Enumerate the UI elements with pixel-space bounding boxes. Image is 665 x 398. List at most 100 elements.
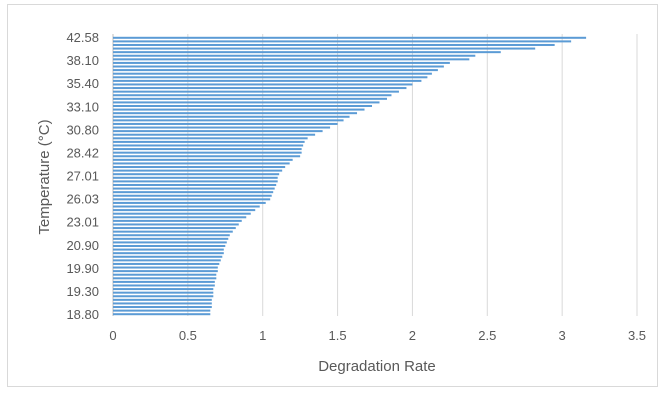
x-tick-label: 2.5 bbox=[478, 328, 496, 343]
x-tick-label: 3.5 bbox=[628, 328, 646, 343]
bar-47 bbox=[113, 205, 260, 208]
bar-9 bbox=[113, 69, 438, 72]
y-tick-label: 23.01 bbox=[66, 215, 99, 230]
bar-69 bbox=[113, 284, 215, 287]
bar-65 bbox=[113, 270, 218, 273]
bar-71 bbox=[113, 291, 214, 294]
bar-17 bbox=[113, 97, 387, 100]
bar-27 bbox=[113, 133, 316, 136]
bar-33 bbox=[113, 155, 301, 158]
bar-13 bbox=[113, 83, 413, 86]
y-tick-label: 18.80 bbox=[66, 307, 99, 322]
bar-28 bbox=[113, 137, 308, 140]
bar-3 bbox=[113, 47, 536, 50]
y-axis-label: Temperature (°C) bbox=[36, 119, 53, 234]
bar-54 bbox=[113, 230, 233, 233]
x-tick-label: 1 bbox=[259, 328, 266, 343]
y-tick-label: 30.80 bbox=[66, 122, 99, 137]
bar-77 bbox=[113, 313, 211, 316]
y-tick-label: 19.30 bbox=[66, 284, 99, 299]
bar-34 bbox=[113, 158, 293, 161]
bar-48 bbox=[113, 209, 256, 212]
x-axis-label: Degradation Rate bbox=[318, 358, 436, 375]
y-tick-label: 27.01 bbox=[66, 169, 99, 184]
bar-1 bbox=[113, 40, 572, 43]
bar-51 bbox=[113, 219, 242, 222]
bar-52 bbox=[113, 223, 239, 226]
bar-60 bbox=[113, 252, 224, 255]
bar-5 bbox=[113, 54, 476, 57]
bar-32 bbox=[113, 151, 302, 154]
y-tick-label: 20.90 bbox=[66, 238, 99, 253]
y-tick-label: 26.03 bbox=[66, 192, 99, 207]
bar-24 bbox=[113, 122, 338, 125]
bar-25 bbox=[113, 126, 331, 129]
bar-62 bbox=[113, 259, 221, 262]
bar-72 bbox=[113, 295, 214, 298]
bar-26 bbox=[113, 130, 323, 133]
bar-10 bbox=[113, 72, 432, 75]
bar-59 bbox=[113, 248, 224, 251]
bar-64 bbox=[113, 266, 218, 269]
y-tick-label: 28.42 bbox=[66, 145, 99, 160]
bar-42 bbox=[113, 187, 275, 190]
bar-67 bbox=[113, 277, 217, 280]
bar-35 bbox=[113, 162, 290, 165]
y-tick-label: 19.90 bbox=[66, 261, 99, 276]
bar-15 bbox=[113, 90, 399, 93]
chart-frame bbox=[7, 4, 658, 387]
bar-75 bbox=[113, 306, 212, 309]
bar-19 bbox=[113, 104, 373, 107]
bar-74 bbox=[113, 302, 212, 305]
bar-68 bbox=[113, 280, 215, 283]
bar-2 bbox=[113, 43, 555, 46]
bar-53 bbox=[113, 227, 236, 230]
bar-76 bbox=[113, 309, 211, 312]
y-tick-label: 35.40 bbox=[66, 76, 99, 91]
bar-21 bbox=[113, 112, 358, 115]
x-tick-label: 2 bbox=[409, 328, 416, 343]
bar-39 bbox=[113, 176, 278, 179]
bar-16 bbox=[113, 94, 392, 97]
bar-38 bbox=[113, 173, 280, 176]
x-tick-label: 0 bbox=[109, 328, 116, 343]
bar-7 bbox=[113, 61, 450, 64]
bar-44 bbox=[113, 194, 272, 197]
x-tick-label: 3 bbox=[559, 328, 566, 343]
bar-45 bbox=[113, 198, 271, 201]
bar-36 bbox=[113, 166, 286, 169]
bar-46 bbox=[113, 201, 266, 204]
y-tick-label: 38.10 bbox=[66, 53, 99, 68]
x-tick-label: 1.5 bbox=[329, 328, 347, 343]
bar-18 bbox=[113, 101, 380, 104]
bar-57 bbox=[113, 241, 227, 244]
bar-4 bbox=[113, 51, 501, 54]
bar-22 bbox=[113, 115, 350, 118]
bar-0 bbox=[113, 36, 587, 39]
bar-12 bbox=[113, 79, 422, 82]
bar-73 bbox=[113, 298, 212, 301]
bar-58 bbox=[113, 244, 226, 247]
bar-23 bbox=[113, 119, 344, 122]
bar-56 bbox=[113, 237, 229, 240]
bar-11 bbox=[113, 76, 428, 79]
bar-14 bbox=[113, 87, 407, 90]
bar-8 bbox=[113, 65, 444, 68]
bar-6 bbox=[113, 58, 470, 61]
bar-61 bbox=[113, 255, 223, 258]
y-tick-label: 33.10 bbox=[66, 99, 99, 114]
bar-43 bbox=[113, 191, 274, 194]
bar-66 bbox=[113, 273, 217, 276]
y-tick-labels: 42.58 38.10 35.40 33.10 30.80 28.42 27.01 26.03… bbox=[66, 30, 99, 322]
bar-50 bbox=[113, 216, 247, 219]
bar-40 bbox=[113, 180, 278, 183]
bar-29 bbox=[113, 140, 305, 143]
bars bbox=[113, 36, 587, 316]
bar-30 bbox=[113, 144, 304, 147]
bar-63 bbox=[113, 262, 220, 265]
bar-70 bbox=[113, 288, 214, 291]
bar-31 bbox=[113, 148, 302, 151]
y-tick-label: 42.58 bbox=[66, 30, 99, 45]
